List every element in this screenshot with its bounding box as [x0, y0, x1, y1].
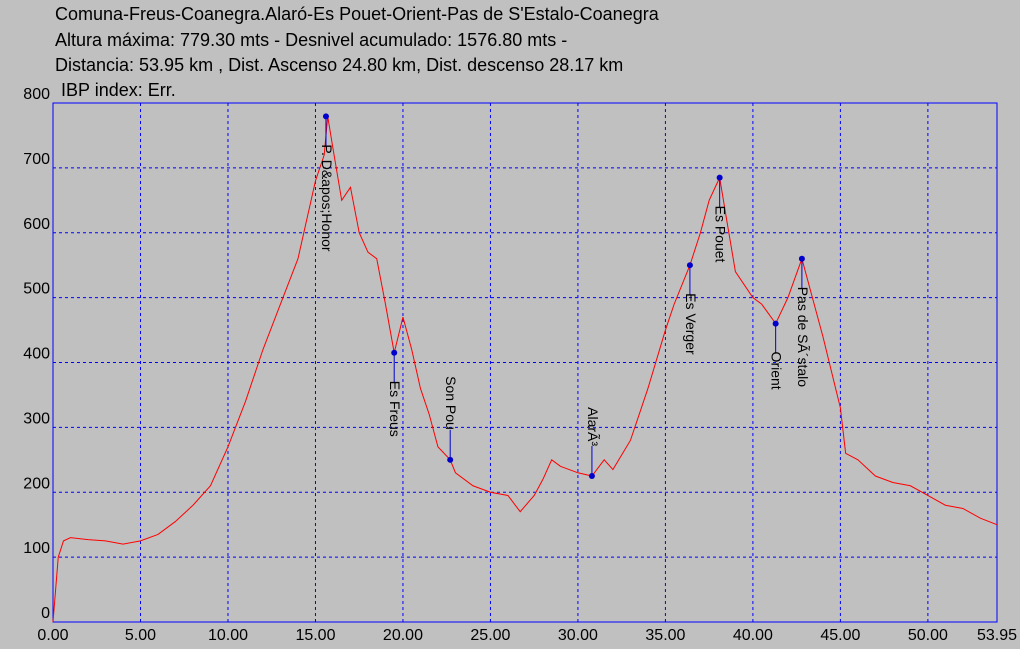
y-tick-label: 100: [23, 540, 50, 557]
waypoint: [322, 113, 329, 120]
x-tick-label: 10.00: [208, 627, 248, 644]
x-tick-label: 50.00: [908, 627, 948, 644]
waypoint: [391, 349, 398, 356]
x-tick-label: 40.00: [733, 627, 773, 644]
x-tick-label: 5.00: [125, 627, 156, 644]
y-tick-label: 300: [23, 410, 50, 427]
waypoint-label: P. D&apos;Honor: [319, 144, 335, 251]
waypoint: [447, 456, 454, 463]
waypoint-label: Pas de SÃ´stalo: [795, 287, 811, 388]
y-tick-label: 0: [41, 605, 50, 622]
subtitle: IBP index: Err.: [61, 80, 176, 100]
waypoint-label: Orient: [769, 352, 785, 390]
x-tick-label: 45.00: [820, 627, 860, 644]
y-tick-label: 600: [23, 216, 50, 233]
waypoint-label: Es Freus: [387, 381, 403, 437]
x-tick-label: 30.00: [558, 627, 598, 644]
x-tick-label: 20.00: [383, 627, 423, 644]
subtitle: Altura máxima: 779.30 mts - Desnivel acu…: [55, 30, 567, 50]
x-tick-label: 35.00: [645, 627, 685, 644]
y-tick-label: 400: [23, 346, 50, 363]
waypoint: [686, 262, 693, 269]
waypoint-label: AlarÃ³: [585, 407, 601, 446]
waypoint: [716, 174, 723, 181]
subtitle: Distancia: 53.95 km , Dist. Ascenso 24.8…: [55, 55, 623, 75]
x-tick-label: 0.00: [37, 627, 68, 644]
chart-title: Comuna-Freus-Coanegra.Alaró-Es Pouet-Ori…: [55, 4, 660, 24]
waypoint: [772, 320, 779, 327]
x-tick-label: 15.00: [295, 627, 335, 644]
y-tick-label: 200: [23, 475, 50, 492]
waypoint: [798, 255, 805, 262]
x-tick-label: 53.95: [977, 627, 1017, 644]
y-tick-label: 800: [23, 86, 50, 103]
x-tick-label: 25.00: [470, 627, 510, 644]
waypoint-label: Es Verger: [683, 293, 699, 355]
y-tick-label: 500: [23, 281, 50, 298]
profile-line: [52, 116, 998, 623]
waypoint-label: Son Pou: [443, 376, 459, 430]
y-tick-label: 700: [23, 151, 50, 168]
waypoint-label: Es Pouet: [713, 206, 729, 263]
plot-border: [52, 102, 998, 623]
waypoint: [588, 473, 595, 480]
